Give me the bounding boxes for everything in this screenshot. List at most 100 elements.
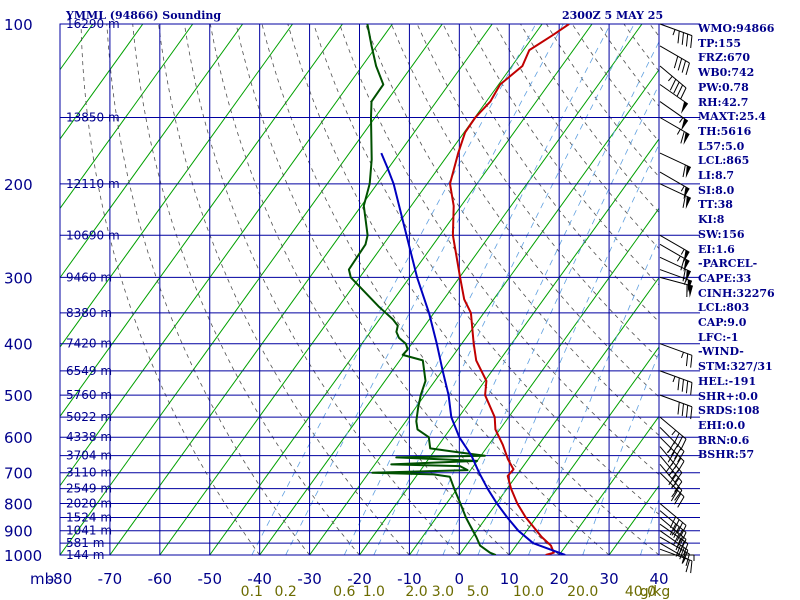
height-label: 2020 m <box>66 497 112 511</box>
pressure-unit-label: mb <box>30 570 54 588</box>
mixing-ratio-label: 0.1 <box>241 584 263 600</box>
isotherm-line <box>159 24 543 555</box>
height-label: 3110 m <box>66 466 112 480</box>
index-item: LFC:-1 <box>698 330 739 344</box>
mixing-ratio-line <box>343 24 611 555</box>
isotherm-line <box>508 346 659 555</box>
pressure-label: 200 <box>4 176 33 194</box>
index-item: CINH:32276 <box>698 286 775 300</box>
isotherm-line <box>209 24 593 555</box>
index-item: LI:8.7 <box>698 169 735 183</box>
wind-barb <box>659 416 687 451</box>
height-label: 10690 m <box>66 228 120 242</box>
dry-adiabat-line <box>184 24 460 555</box>
wind-barb <box>659 171 690 200</box>
height-label: 2549 m <box>66 482 112 496</box>
sounding-series <box>347 24 570 555</box>
isotherm-line <box>60 24 293 348</box>
wind-barb <box>659 256 692 283</box>
isotherm-line <box>409 207 659 555</box>
pressure-label: 600 <box>4 429 33 447</box>
height-label: 1524 m <box>66 511 112 525</box>
indices-panel: WMO:94866 TP:155 FRZ:670 WB0:742 PW:0.78 RH:4… <box>698 22 798 463</box>
wind-barb <box>659 152 692 179</box>
isotherm-line <box>109 24 493 555</box>
wind-barb <box>659 23 693 48</box>
index-item: BSHR:57 <box>698 448 755 462</box>
dry-adiabat-line <box>106 24 310 555</box>
index-item: TT:38 <box>698 198 733 212</box>
isotherm-line <box>259 24 643 555</box>
height-label: 12110 m <box>66 177 120 191</box>
index-item: -PARCEL- <box>698 257 758 271</box>
temperature-tick-label: -60 <box>148 570 173 588</box>
index-item: SI:8.0 <box>698 183 735 197</box>
wind-barb <box>659 243 690 272</box>
index-item: BRN:0.6 <box>698 433 750 447</box>
wind-barb <box>659 84 689 114</box>
mixing-ratio-label: 2.0 <box>405 584 427 600</box>
temperature-tick-label: 0 <box>455 570 465 588</box>
pressure-label: 700 <box>4 465 33 483</box>
height-label: 13850 m <box>66 111 120 125</box>
wind-barb <box>659 343 693 368</box>
pressure-label: 400 <box>4 336 33 354</box>
wind-barb <box>659 45 690 76</box>
temperature-tick-label: -10 <box>397 570 422 588</box>
temperature-tick-label: -40 <box>247 570 272 588</box>
isotherm-line <box>60 24 194 210</box>
index-item: CAPE:33 <box>698 271 752 285</box>
index-item: KI:8 <box>698 213 725 227</box>
mixing-ratio-line <box>416 40 659 555</box>
isotherm-line <box>60 24 443 555</box>
temperature-tick-label: -80 <box>48 570 73 588</box>
index-item: RH:42.7 <box>698 95 749 109</box>
isotherm-line <box>309 68 659 555</box>
wind-barb <box>659 117 690 145</box>
wind-barb <box>659 394 693 420</box>
height-label: 7420 m <box>66 337 112 351</box>
index-item: TH:5616 <box>698 124 752 138</box>
wind-barbs <box>659 23 695 574</box>
mixing-ratio-label: 1.0 <box>363 584 385 600</box>
mixing-ratio-label: 0.6 <box>333 584 355 600</box>
isotherm-line <box>458 276 659 555</box>
sounding-time: 2300Z 5 MAY 25 <box>562 9 664 22</box>
mixing-ratio-line <box>373 24 635 555</box>
wind-barb <box>659 65 687 100</box>
height-label: 3704 m <box>66 449 112 463</box>
dry-adiabat-line <box>339 24 659 476</box>
isotherm-line <box>60 24 144 140</box>
isotherm-line <box>60 24 393 487</box>
temperature-line <box>449 24 570 555</box>
index-item: TP:155 <box>698 36 742 50</box>
index-item: PW:0.78 <box>698 80 749 94</box>
index-item: EHI:0.0 <box>698 418 746 432</box>
height-label: 5760 m <box>66 388 112 402</box>
pressure-label: 1000 <box>4 547 42 565</box>
height-label: 4338 m <box>66 430 112 444</box>
index-item: STM:327/31 <box>698 360 773 374</box>
isotherm-line <box>60 24 244 279</box>
temperature-tick-label: -20 <box>347 570 372 588</box>
mixing-ratio-label: 0.2 <box>275 584 297 600</box>
height-label: 9460 m <box>66 270 112 284</box>
temperature-tick-label: -30 <box>297 570 322 588</box>
isotherm-line <box>60 24 343 418</box>
mixing-ratio-label: 10.0 <box>513 584 544 600</box>
index-item: LCL:865 <box>698 154 750 168</box>
index-item: FRZ:670 <box>698 51 751 65</box>
index-item: WB0:742 <box>698 66 755 80</box>
wind-barb <box>659 530 689 562</box>
mixing-ratio-unit: g/kg <box>640 584 671 600</box>
index-item: HEL:-191 <box>698 374 757 388</box>
temperature-tick-label: 10 <box>500 570 519 588</box>
wind-barb <box>659 234 690 263</box>
temperature-tick-label: -50 <box>198 570 223 588</box>
index-item: CAP:9.0 <box>698 316 747 330</box>
dewpoint-line <box>347 24 497 555</box>
index-item: SRDS:108 <box>698 404 760 418</box>
wind-barb <box>659 427 685 463</box>
isotherm-line <box>359 138 659 555</box>
